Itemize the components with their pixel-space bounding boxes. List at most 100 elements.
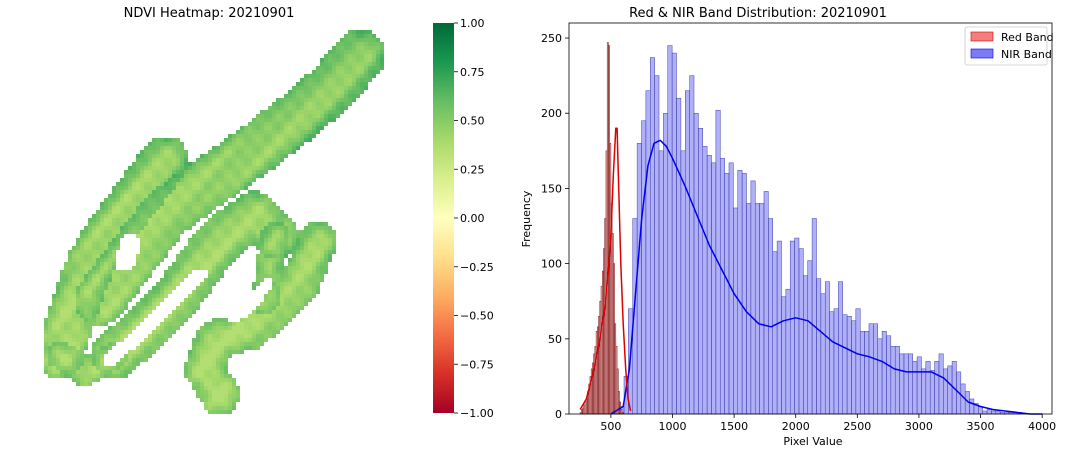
histogram-bar bbox=[890, 346, 896, 415]
ndvi-cell bbox=[180, 278, 184, 282]
ndvi-cell bbox=[256, 266, 260, 270]
colorbar-ticks: 1.000.750.500.250.00−0.25−0.50−0.75−1.00 bbox=[454, 17, 494, 420]
ndvi-cell bbox=[256, 326, 260, 330]
ndvi-cell bbox=[140, 250, 144, 254]
ndvi-cell bbox=[144, 258, 148, 262]
ndvi-cell bbox=[192, 346, 196, 350]
ndvi-cell bbox=[172, 242, 176, 246]
ndvi-cell bbox=[52, 350, 56, 354]
ndvi-cell bbox=[224, 218, 228, 222]
ndvi-cell bbox=[116, 366, 120, 370]
ndvi-cell bbox=[324, 78, 328, 82]
ndvi-cell bbox=[292, 222, 296, 226]
ndvi-cell bbox=[296, 98, 300, 102]
ndvi-cell bbox=[96, 234, 100, 238]
ndvi-cell bbox=[124, 230, 128, 234]
histogram-bar bbox=[851, 320, 857, 415]
ndvi-cell bbox=[208, 262, 212, 266]
ndvi-cell bbox=[296, 102, 300, 106]
ndvi-cell bbox=[80, 370, 84, 374]
ndvi-cell bbox=[112, 214, 116, 218]
ndvi-cell bbox=[268, 326, 272, 330]
ndvi-cell bbox=[216, 222, 220, 226]
ndvi-cell bbox=[80, 350, 84, 354]
ndvi-cell bbox=[68, 326, 72, 330]
ndvi-cell bbox=[284, 270, 288, 274]
ndvi-cell bbox=[320, 106, 324, 110]
ndvi-cell bbox=[288, 98, 292, 102]
ndvi-cell bbox=[128, 186, 132, 190]
ndvi-cell bbox=[128, 286, 132, 290]
ndvi-cell bbox=[260, 162, 264, 166]
ndvi-cell bbox=[108, 274, 112, 278]
ndvi-cell bbox=[144, 190, 148, 194]
ndvi-cell bbox=[360, 66, 364, 70]
ndvi-cell bbox=[236, 254, 240, 258]
ndvi-cell bbox=[316, 238, 320, 242]
ndvi-cell bbox=[52, 362, 56, 366]
ndvi-cell bbox=[264, 146, 268, 150]
ndvi-cell bbox=[208, 390, 212, 394]
ndvi-cell bbox=[316, 250, 320, 254]
ndvi-cell bbox=[280, 130, 284, 134]
histogram-bar bbox=[680, 150, 686, 415]
ndvi-cell bbox=[224, 198, 228, 202]
colorbar-tick-label: −0.50 bbox=[460, 310, 494, 323]
ndvi-cell bbox=[160, 338, 164, 342]
ndvi-cell bbox=[196, 298, 200, 302]
y-axis-label: Frequency bbox=[520, 190, 533, 247]
ndvi-cell bbox=[220, 366, 224, 370]
ndvi-cell bbox=[132, 358, 136, 362]
ndvi-cell bbox=[376, 62, 380, 66]
ndvi-cell bbox=[156, 294, 160, 298]
ndvi-cell bbox=[152, 298, 156, 302]
ndvi-cell bbox=[340, 82, 344, 86]
ndvi-cell bbox=[132, 206, 136, 210]
ndvi-cell bbox=[292, 118, 296, 122]
ndvi-cell bbox=[128, 174, 132, 178]
ndvi-cell bbox=[164, 218, 168, 222]
histogram-bar bbox=[820, 293, 826, 415]
ndvi-cell bbox=[320, 62, 324, 66]
ndvi-cell bbox=[56, 286, 60, 290]
ndvi-cell bbox=[196, 378, 200, 382]
ndvi-cell bbox=[148, 162, 152, 166]
ndvi-cell bbox=[292, 102, 296, 106]
ndvi-cell bbox=[184, 302, 188, 306]
ndvi-cell bbox=[308, 278, 312, 282]
ndvi-cell bbox=[160, 334, 164, 338]
ndvi-cell bbox=[172, 174, 176, 178]
ndvi-cell bbox=[104, 258, 108, 262]
ndvi-cell bbox=[172, 270, 176, 274]
ndvi-cell bbox=[224, 150, 228, 154]
ndvi-cell bbox=[160, 138, 164, 142]
ndvi-cell bbox=[256, 342, 260, 346]
ndvi-heatmap-panel: NDVI Heatmap: 20210901 bbox=[44, 6, 384, 414]
ndvi-cell bbox=[108, 298, 112, 302]
ndvi-cell bbox=[144, 274, 148, 278]
ndvi-cell bbox=[140, 242, 144, 246]
ndvi-cell bbox=[272, 162, 276, 166]
ndvi-cell bbox=[204, 374, 208, 378]
ndvi-cell bbox=[292, 146, 296, 150]
ndvi-cell bbox=[276, 210, 280, 214]
ndvi-cell bbox=[272, 146, 276, 150]
ndvi-cell bbox=[268, 230, 272, 234]
ndvi-cell bbox=[288, 294, 292, 298]
ndvi-cell bbox=[144, 302, 148, 306]
ndvi-cell bbox=[84, 258, 88, 262]
ndvi-cell bbox=[272, 110, 276, 114]
ndvi-cell bbox=[252, 154, 256, 158]
ndvi-cell bbox=[292, 246, 296, 250]
ndvi-cell bbox=[252, 318, 256, 322]
ndvi-cell bbox=[124, 306, 128, 310]
ndvi-cell bbox=[292, 282, 296, 286]
ndvi-cell bbox=[220, 258, 224, 262]
ndvi-cell bbox=[192, 214, 196, 218]
ndvi-cell bbox=[360, 42, 364, 46]
ndvi-cell bbox=[224, 382, 228, 386]
ndvi-cell bbox=[264, 126, 268, 130]
ndvi-cell bbox=[176, 310, 180, 314]
ndvi-cell bbox=[208, 358, 212, 362]
ndvi-cell bbox=[208, 406, 212, 410]
